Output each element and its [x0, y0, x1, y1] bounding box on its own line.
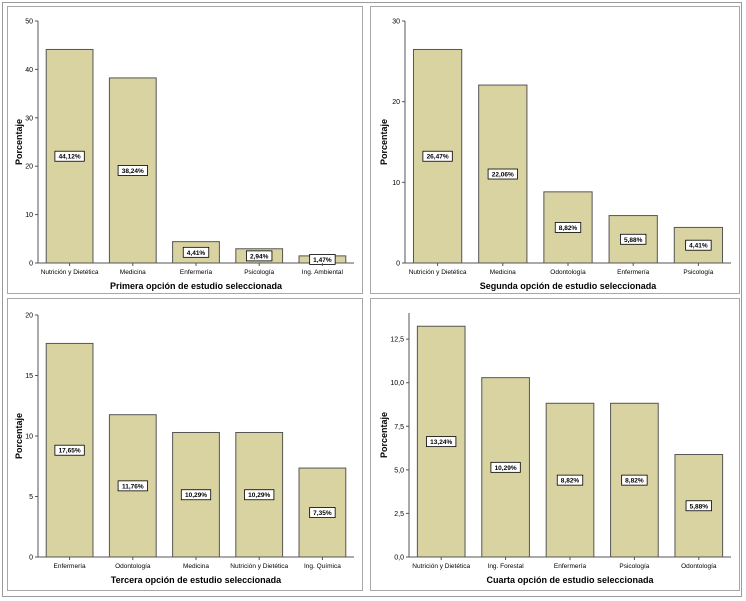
category-label: Psicología: [683, 269, 713, 276]
data-label: 5,88%: [690, 503, 709, 510]
data-label-box: [246, 250, 273, 262]
y-tick-label: 0: [396, 261, 400, 268]
y-axis-title: Porcentaje: [379, 119, 389, 165]
bar-chart-tercera: 0 5 10 15 20 17,65% Enfermería 11,76% Odontologí…: [14, 313, 354, 585]
data-label: 7,35%: [313, 510, 332, 517]
category-label: Enfermería: [54, 563, 87, 570]
y-tick-label: 20: [25, 313, 33, 320]
bar: [608, 215, 658, 264]
y-tick-label: 20: [392, 99, 400, 106]
data-label-box: [426, 436, 457, 448]
data-label: 26,47%: [427, 154, 449, 161]
data-label: 44,12%: [59, 154, 81, 161]
category-label: Medicina: [120, 269, 146, 276]
category-label: Nutrición y Dietética: [41, 269, 99, 276]
y-tick-label: 0,0: [394, 555, 404, 562]
data-label-box: [54, 150, 85, 162]
data-label: 8,82%: [625, 478, 644, 485]
y-axis-title: Porcentaje: [14, 413, 24, 459]
chart-panel-segunda: 0 10 20 30 26,47% Nutrición y Dietética 22,06%…: [370, 6, 740, 294]
data-label: 5,88%: [624, 237, 643, 244]
y-tick-label: 2,5: [394, 511, 404, 518]
chart-panel-cuarta: 0,0 2,5 5,0 7,5 10,0 12,5 13,24% Nutrición y Di…: [370, 298, 740, 591]
chart-panel-primera: 0 10 20 30 40 50 44,12% Nutrición y Dietética 38…: [7, 6, 363, 294]
data-label-box: [54, 444, 85, 456]
category-label: Ing. Ambiental: [302, 269, 344, 276]
data-label: 8,82%: [559, 225, 578, 232]
category-label: Odontología: [681, 563, 717, 570]
category-label: Odontología: [550, 269, 586, 276]
y-tick-label: 12,5: [390, 337, 404, 344]
y-tick-label: 0: [29, 261, 33, 268]
y-tick-label: 10: [392, 180, 400, 187]
data-label-box: [244, 489, 275, 501]
category-label: Psicología: [244, 269, 274, 276]
y-tick-label: 7,5: [394, 424, 404, 431]
data-label-box: [182, 246, 210, 258]
data-label-box: [422, 150, 453, 162]
data-label-box: [554, 222, 582, 233]
category-label: Nutrición y Dietética: [230, 563, 288, 570]
data-label: 38,24%: [122, 168, 144, 175]
data-label-box: [685, 500, 712, 512]
data-label-box: [490, 461, 521, 473]
category-label: Enfermería: [180, 269, 213, 276]
data-label-box: [487, 168, 518, 180]
data-label: 13,24%: [430, 439, 452, 446]
category-label: Medicina: [490, 269, 516, 276]
category-label: Ing. Química: [304, 563, 341, 570]
category-label: Ing. Forestal: [488, 563, 525, 570]
data-label: 10,29%: [248, 492, 270, 499]
category-label: Psicología: [619, 563, 649, 570]
data-label: 10,29%: [495, 465, 517, 472]
data-label-box: [180, 489, 212, 501]
data-label-box: [620, 233, 647, 245]
bar-chart-segunda: 0 10 20 30 26,47% Nutrición y Dietética 22,06%…: [379, 19, 731, 291]
y-axis-title: Porcentaje: [14, 119, 24, 165]
x-axis-title: Cuarta opción de estudio seleccionada: [486, 575, 654, 585]
y-tick-label: 5: [29, 494, 33, 501]
chart-panel-tercera: 0 5 10 15 20 17,65% Enfermería 11,76% Odontologí…: [7, 298, 363, 591]
y-tick-label: 0: [29, 555, 33, 562]
data-label: 2,94%: [250, 253, 269, 260]
y-tick-label: 40: [25, 67, 33, 74]
data-label-box: [621, 474, 648, 486]
y-tick-label: 5,0: [394, 467, 404, 474]
y-tick-label: 10,0: [390, 380, 404, 387]
y-tick-label: 20: [25, 164, 33, 171]
y-tick-label: 10: [25, 212, 33, 219]
data-label: 4,41%: [187, 250, 206, 257]
data-label-box: [309, 507, 336, 518]
category-label: Enfermería: [554, 563, 587, 570]
data-label: 22,06%: [492, 172, 514, 179]
x-axis-title: Primera opción de estudio seleccionada: [110, 281, 283, 291]
x-axis-title: Tercera opción de estudio seleccionada: [111, 575, 282, 585]
y-tick-label: 30: [25, 115, 33, 122]
y-axis-title: Porcentaje: [379, 412, 389, 458]
y-tick-label: 50: [25, 19, 33, 26]
y-tick-label: 10: [25, 434, 33, 441]
category-label: Medicina: [183, 563, 209, 570]
data-label: 4,41%: [689, 243, 708, 250]
data-label: 11,76%: [122, 483, 144, 490]
data-label-box: [556, 474, 584, 486]
category-label: Odontología: [115, 563, 151, 570]
category-label: Nutrición y Dietética: [409, 269, 467, 276]
data-label: 8,82%: [561, 478, 580, 485]
category-label: Nutrición y Dietética: [412, 563, 470, 570]
bar-chart-cuarta: 0,0 2,5 5,0 7,5 10,0 12,5 13,24% Nutrición y Di…: [379, 313, 731, 585]
category-label: Enfermería: [617, 269, 650, 276]
data-label-box: [685, 239, 712, 251]
bar-chart-primera: 0 10 20 30 40 50 44,12% Nutrición y Dietética 38…: [14, 19, 354, 291]
data-label-box: [117, 165, 148, 176]
data-label: 17,65%: [59, 448, 81, 455]
x-axis-title: Segunda opción de estudio seleccionada: [480, 281, 658, 291]
data-label: 10,29%: [185, 492, 207, 499]
y-tick-label: 30: [392, 19, 400, 26]
data-label: 1,47%: [313, 257, 332, 264]
y-tick-label: 15: [25, 373, 33, 380]
data-label-box: [117, 480, 148, 492]
